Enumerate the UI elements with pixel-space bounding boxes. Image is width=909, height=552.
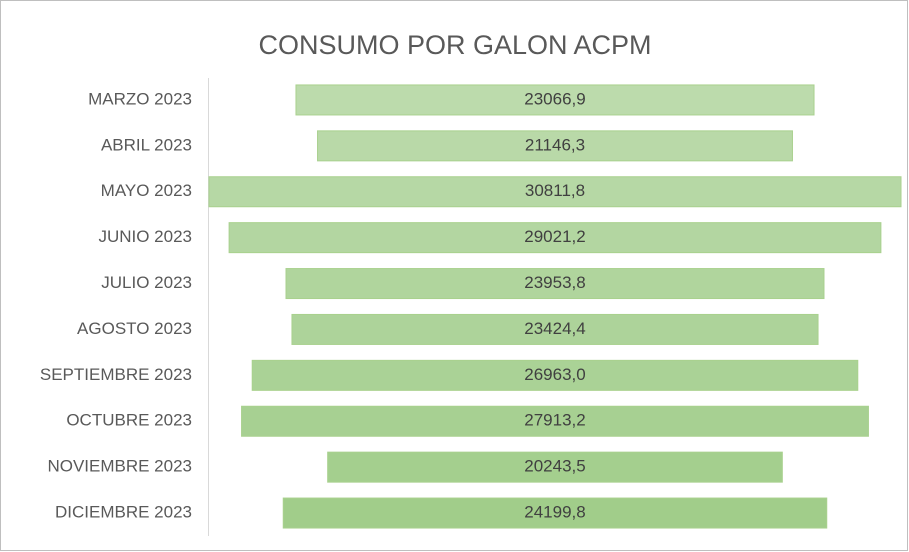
bar (295, 84, 815, 116)
data-label: 29021,2 (524, 227, 585, 246)
category-label: OCTUBRE 2023 (66, 411, 192, 430)
bar (208, 176, 902, 208)
bar (251, 359, 859, 391)
data-label: 23424,4 (524, 319, 585, 338)
data-label: 30811,8 (525, 181, 585, 200)
bar (228, 222, 882, 254)
category-label: SEPTIEMBRE 2023 (40, 365, 192, 384)
category-label: JUNIO 2023 (98, 227, 192, 246)
bar (291, 313, 819, 345)
category-label: JULIO 2023 (101, 273, 192, 292)
bar (241, 405, 869, 437)
data-label: 23066,9 (524, 89, 585, 108)
data-label: 23953,8 (524, 273, 585, 292)
category-label: DICIEMBRE 2023 (55, 503, 192, 522)
category-label: NOVIEMBRE 2023 (47, 457, 192, 476)
bar (327, 451, 783, 483)
data-label: 21146,3 (525, 135, 585, 154)
chart-title: CONSUMO POR GALON ACPM (258, 30, 651, 60)
category-label: AGOSTO 2023 (77, 319, 192, 338)
bar (285, 268, 825, 300)
data-label: 20243,5 (524, 457, 585, 476)
category-label: MARZO 2023 (88, 89, 192, 108)
data-label: 24199,8 (524, 503, 585, 522)
data-label: 26963,0 (524, 365, 585, 384)
bar (317, 130, 793, 162)
category-label: MAYO 2023 (101, 181, 192, 200)
data-label: 27913,2 (524, 411, 585, 430)
category-label: ABRIL 2023 (101, 135, 192, 154)
bar (282, 497, 828, 529)
